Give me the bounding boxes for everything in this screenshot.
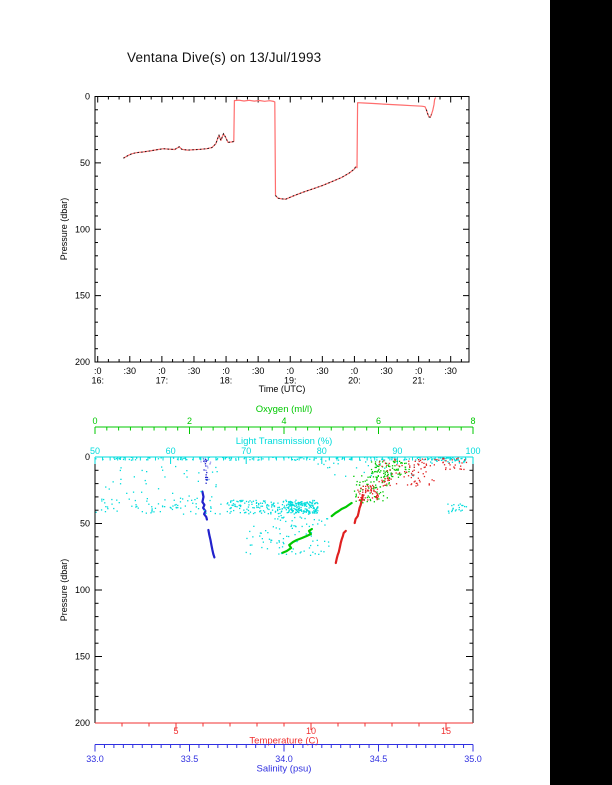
svg-text:Pressure (dbar): Pressure (dbar): [59, 559, 69, 622]
svg-text::0: :0: [222, 366, 230, 376]
svg-text:200: 200: [75, 357, 90, 367]
oxygen-profile: [281, 501, 353, 555]
svg-text:100: 100: [75, 224, 90, 234]
svg-text:60: 60: [166, 446, 176, 456]
svg-text:Oxygen (ml/l): Oxygen (ml/l): [256, 404, 312, 415]
temperature-axis: 5 10 15 Temperature (C): [95, 722, 473, 747]
svg-text:0: 0: [85, 452, 90, 462]
svg-text:15: 15: [441, 726, 451, 736]
svg-text:Pressure (dbar): Pressure (dbar): [59, 198, 69, 261]
svg-text:16:: 16:: [91, 376, 104, 386]
svg-text:80: 80: [317, 446, 327, 456]
svg-text::30: :30: [316, 366, 329, 376]
svg-text:Salinity (psu): Salinity (psu): [257, 764, 312, 775]
svg-text:17:: 17:: [156, 376, 169, 386]
svg-text:5: 5: [173, 726, 178, 736]
svg-text:150: 150: [75, 652, 90, 662]
svg-text::30: :30: [252, 366, 265, 376]
svg-text:Temperature (C): Temperature (C): [249, 736, 318, 747]
svg-text::0: :0: [351, 366, 359, 376]
oxygen-axis: 0 2 4 6 8 Oxygen (ml/l): [92, 404, 476, 434]
temperature-speckle: [357, 457, 468, 502]
svg-text:50: 50: [80, 519, 90, 529]
top-chart-axes: :016::30:017::30:018::30:019::30:020::30…: [75, 92, 469, 386]
svg-text:90: 90: [392, 446, 402, 456]
svg-text:18:: 18:: [220, 376, 233, 386]
dive-profile-markers: [425, 109, 432, 118]
dive-profile-line: [123, 97, 437, 200]
svg-text::30: :30: [124, 366, 137, 376]
light-transmission-speckle: [95, 456, 468, 556]
salinity-pale-speckle: [200, 457, 212, 481]
svg-text::0: :0: [158, 366, 166, 376]
svg-text:34.0: 34.0: [275, 754, 293, 764]
svg-text:0: 0: [85, 92, 90, 102]
svg-text:100: 100: [465, 446, 480, 456]
svg-text:33.0: 33.0: [86, 754, 104, 764]
svg-text::0: :0: [286, 366, 294, 376]
pressure-axis-title-top: Pressure (dbar): [59, 198, 69, 261]
svg-text:50: 50: [90, 446, 100, 456]
bottom-pressure-axes: 0 50 100 150 200: [75, 452, 474, 728]
svg-text:100: 100: [75, 585, 90, 595]
svg-text::30: :30: [188, 366, 201, 376]
svg-text:0: 0: [92, 416, 97, 426]
svg-text:8: 8: [470, 416, 475, 426]
svg-text::30: :30: [380, 366, 393, 376]
svg-text:200: 200: [75, 718, 90, 728]
dive-profile-markers: [275, 165, 358, 200]
svg-text:21:: 21:: [412, 376, 425, 386]
salinity-profile: [201, 490, 216, 559]
svg-text:19:: 19:: [284, 376, 297, 386]
svg-text:Light Transmission (%): Light Transmission (%): [236, 436, 333, 447]
svg-text:2: 2: [187, 416, 192, 426]
svg-text:Time (UTC): Time (UTC): [259, 384, 306, 394]
svg-text:4: 4: [281, 416, 286, 426]
pressure-axis-title-bottom: Pressure (dbar): [59, 559, 69, 622]
svg-text:33.5: 33.5: [181, 754, 199, 764]
page-title: Ventana Dive(s) on 13/Jul/1993: [127, 50, 322, 65]
svg-text::0: :0: [415, 366, 423, 376]
svg-text:34.5: 34.5: [370, 754, 388, 764]
top-chart: :016::30:017::30:018::30:019::30:020::30…: [59, 92, 470, 394]
time-axis-title: Time (UTC): [259, 384, 306, 394]
svg-text:35.0: 35.0: [464, 754, 482, 764]
svg-text:10: 10: [306, 726, 316, 736]
svg-text:50: 50: [80, 158, 90, 168]
svg-text:6: 6: [376, 416, 381, 426]
dive-profile-markers: [123, 132, 234, 159]
right-black-strip: [550, 0, 612, 785]
svg-text:70: 70: [241, 446, 251, 456]
svg-text:20:: 20:: [348, 376, 361, 386]
svg-text::30: :30: [444, 366, 457, 376]
salinity-axis: 33.0 33.5 34.0 34.5 35.0 Salinity (psu): [86, 744, 482, 775]
svg-text:150: 150: [75, 291, 90, 301]
svg-text::0: :0: [94, 366, 102, 376]
salinity-speckle: [203, 459, 209, 484]
